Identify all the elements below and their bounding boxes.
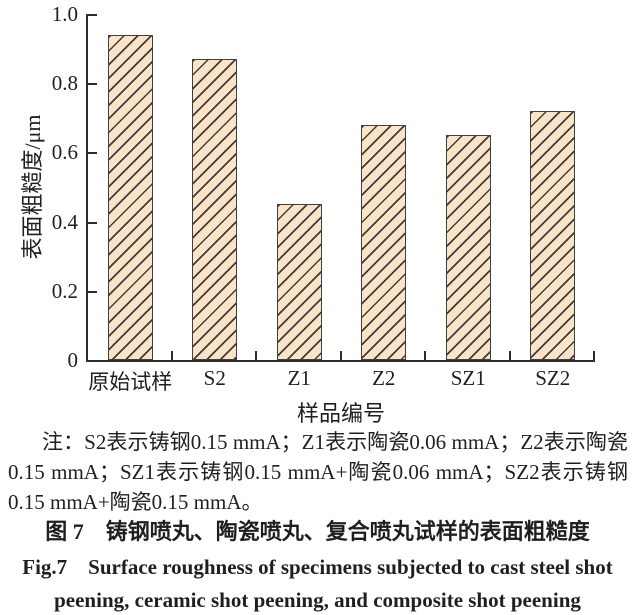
figure-note: 注：S2表示铸钢0.15 mmA；Z1表示陶瓷0.06 mmA；Z2表示陶瓷0.… bbox=[8, 430, 628, 514]
x-tick-label-Z1: Z1 bbox=[287, 366, 311, 390]
x-tick-label-S2: S2 bbox=[203, 366, 226, 390]
x-tick-label-SZ2: SZ2 bbox=[535, 366, 571, 390]
bar-Z1 bbox=[276, 204, 322, 360]
x-tick-label-原始试样: 原始试样 bbox=[88, 370, 173, 394]
x-axis-tick bbox=[424, 351, 426, 360]
x-axis-tick bbox=[339, 351, 342, 360]
bar-Z2 bbox=[361, 124, 407, 360]
y-tick-label-0.6: 0.6 bbox=[51, 140, 78, 165]
y-axis-tick bbox=[88, 14, 97, 16]
bar-SZ1 bbox=[445, 135, 491, 360]
caption-english-line2: peening, ceramic shot peening, and compo… bbox=[54, 588, 581, 612]
x-axis-tick bbox=[593, 351, 595, 360]
y-axis-tick bbox=[88, 221, 97, 224]
x-axis-tick bbox=[255, 351, 257, 360]
caption-english: Fig.7 Surface roughness of specimens sub… bbox=[0, 551, 635, 615]
y-tick-label-0.4: 0.4 bbox=[51, 209, 78, 234]
y-tick-label-1.0: 1.0 bbox=[51, 2, 78, 26]
y-tick-label-0: 0 bbox=[67, 348, 79, 372]
y-axis-tick bbox=[88, 83, 97, 86]
y-axis-title: 表面粗糙度/μm bbox=[20, 114, 45, 260]
x-axis-tick bbox=[508, 351, 511, 360]
y-axis-tick bbox=[88, 152, 97, 155]
x-axis-title: 样品编号 bbox=[296, 401, 386, 426]
bar-S2 bbox=[192, 58, 238, 360]
caption-english-line1: Fig.7 Surface roughness of specimens sub… bbox=[22, 555, 613, 579]
y-tick-label-0.8: 0.8 bbox=[51, 71, 78, 96]
bar-原始试样 bbox=[107, 34, 153, 360]
roughness-bar-chart: 表面粗糙度/μm 原始试样 S2 Z1 Z2 SZ1 SZ2 0 0.2 0.4 0.6 0.8 1.… bbox=[20, 2, 595, 426]
y-axis-tick bbox=[88, 290, 97, 293]
plot-area: 原始试样 S2 Z1 Z2 SZ1 SZ2 0 0.2 0.4 0.6 0.8 1.0 bbox=[52, 2, 595, 394]
y-tick-label-0.2: 0.2 bbox=[51, 278, 78, 303]
x-tick-label-SZ1: SZ1 bbox=[450, 366, 486, 390]
caption-chinese: 图 7 铸钢喷丸、陶瓷喷丸、复合喷丸试样的表面粗糙度 bbox=[45, 519, 590, 544]
x-tick-label-Z2: Z2 bbox=[372, 366, 396, 390]
bar-SZ2 bbox=[530, 110, 576, 360]
x-axis-tick bbox=[170, 351, 173, 360]
